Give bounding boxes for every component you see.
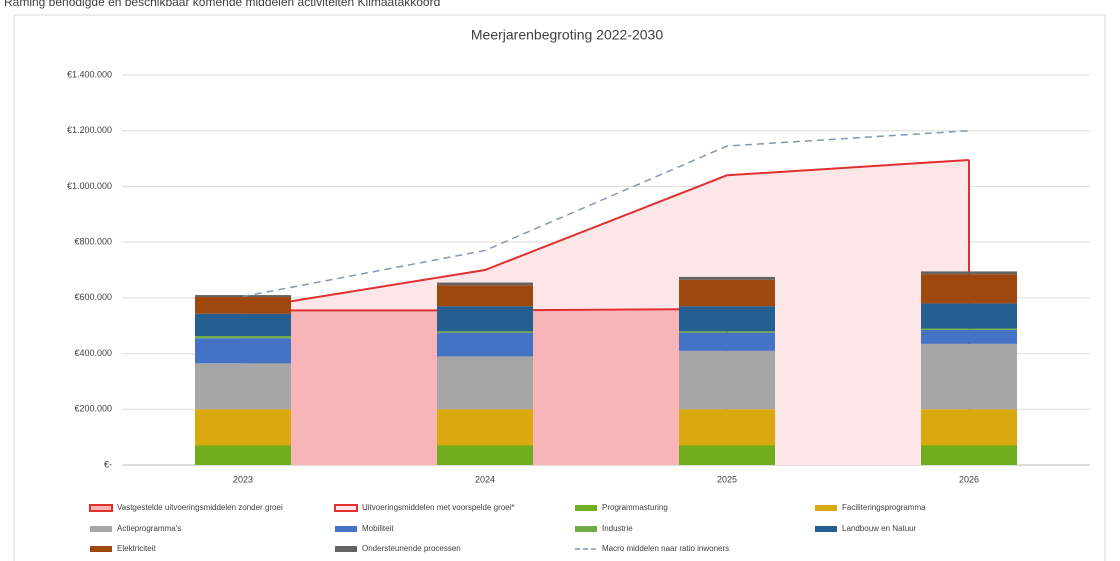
bar-segment: [921, 271, 1017, 275]
x-tick-label: 2024: [475, 474, 495, 484]
bar-segment: [195, 338, 291, 364]
bar-segment: [921, 445, 1017, 465]
bar-segment: [679, 279, 775, 307]
legend-label: Elektriciteit: [117, 544, 156, 553]
legend-swatch: [575, 505, 597, 511]
y-tick-label: €1.000.000: [67, 181, 112, 191]
bar-segment: [679, 306, 775, 332]
legend-label: Actieprogramma's: [117, 524, 181, 533]
bar-segment: [679, 350, 775, 410]
legend-swatch: [334, 504, 358, 512]
legend-label: Industrie: [602, 524, 633, 533]
legend-swatch: [335, 526, 357, 532]
bar-segment: [679, 276, 775, 280]
legend-label: Faciliteringsprogramma: [842, 503, 926, 512]
bar-segment: [921, 409, 1017, 446]
legend-swatch: [335, 546, 357, 552]
x-tick-label: 2026: [959, 474, 979, 484]
legend-label: Programmasturing: [602, 503, 668, 512]
legend-swatch: [90, 526, 112, 532]
legend-swatch: [815, 505, 837, 511]
legend-label: Ondersteunende processen: [362, 544, 461, 553]
y-tick-label: €1.400.000: [67, 69, 112, 79]
line: [242, 129, 970, 298]
bar-segment: [921, 343, 1017, 410]
legend-swatch: [89, 504, 113, 512]
bar-segment: [195, 445, 291, 465]
y-tick-label: €400.000: [74, 348, 112, 358]
y-tick-label: €-: [104, 459, 112, 469]
legend-label: Mobiliteit: [362, 524, 394, 533]
bar-segment: [679, 445, 775, 465]
legend-label: Uitvoeringsmiddelen met voorspelde groei…: [362, 503, 515, 512]
bar-segment: [195, 313, 291, 337]
y-tick-label: €1.200.000: [67, 125, 112, 135]
bar-segment: [437, 356, 533, 410]
bar-segment: [679, 409, 775, 446]
chart-title: Meerjarenbegroting 2022-2030: [471, 27, 663, 43]
legend-label: Vastgestelde uitvoeringsmiddelen zonder …: [117, 503, 283, 512]
bar-segment: [195, 297, 291, 314]
bar-segment: [679, 332, 775, 351]
bar-segment: [921, 274, 1017, 304]
x-tick-label: 2023: [233, 474, 253, 484]
bar-segment: [437, 332, 533, 357]
bar-segment: [195, 363, 291, 410]
bar-segment: [437, 409, 533, 446]
bar-segment: [437, 282, 533, 286]
bar-segment: [679, 331, 775, 333]
x-tick-label: 2025: [717, 474, 737, 484]
legend-swatch: [815, 526, 837, 532]
area-line: [242, 158, 970, 310]
bar-segment: [195, 409, 291, 446]
bar-segment: [437, 331, 533, 333]
legend-label: Macro middelen naar ratio inwoners: [602, 544, 729, 553]
bar-segment: [921, 328, 1017, 330]
legend-swatch: [575, 526, 597, 532]
bar-segment: [195, 336, 291, 339]
bar-segment: [437, 285, 533, 307]
bar-segment: [437, 445, 533, 465]
bar-segment: [437, 306, 533, 332]
bar-segment: [921, 329, 1017, 344]
y-tick-label: €600.000: [74, 292, 112, 302]
legend-swatch: [90, 546, 112, 552]
y-tick-label: €200.000: [74, 404, 112, 414]
bar-segment: [921, 303, 1017, 329]
page-header: Raming benodigde en beschikbaar komende …: [4, 0, 440, 9]
y-tick-label: €800.000: [74, 237, 112, 247]
legend-label: Landbouw en Natuur: [842, 524, 917, 533]
